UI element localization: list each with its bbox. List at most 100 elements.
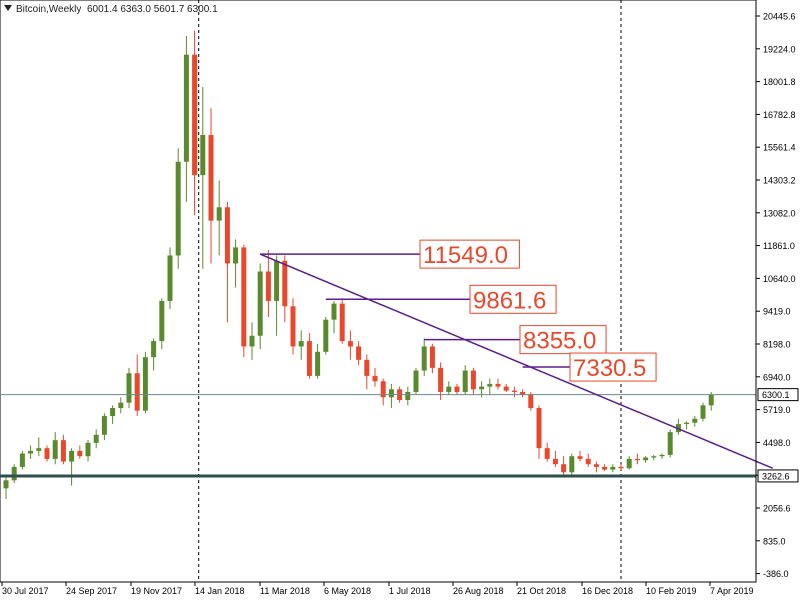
candle-body — [3, 480, 9, 489]
candle — [315, 343, 321, 379]
candle — [569, 453, 575, 478]
y-tick-label: 835.0 — [763, 536, 786, 546]
candle — [610, 464, 616, 473]
candle-body — [708, 394, 714, 406]
candle-body — [593, 464, 599, 467]
candle — [257, 263, 263, 350]
y-tick-label: 5719.0 — [763, 405, 791, 415]
candle-body — [183, 54, 189, 162]
candle-body — [684, 422, 690, 425]
x-tick-label: 1 Jul 2018 — [389, 586, 431, 596]
candle — [503, 383, 509, 392]
candle — [520, 389, 526, 398]
level-1: 9861.6 — [325, 284, 557, 314]
candle — [216, 180, 222, 256]
candle-body — [257, 271, 263, 336]
candle-body — [413, 370, 419, 392]
candle-body — [421, 346, 427, 371]
candle-body — [380, 381, 386, 398]
candle-body — [552, 458, 558, 465]
candle — [421, 338, 427, 376]
x-tick-label: 10 Feb 2019 — [646, 586, 697, 596]
candle — [626, 456, 632, 470]
candle-body — [224, 207, 230, 264]
candle — [28, 445, 34, 459]
candle-body — [692, 418, 698, 423]
candle — [241, 244, 247, 358]
candle — [183, 35, 189, 202]
candle — [85, 440, 91, 462]
candle — [249, 322, 255, 360]
candle-body — [700, 405, 706, 419]
y-tick-label: 14303.2 — [763, 176, 796, 186]
candle-body — [200, 134, 206, 176]
candle-body — [372, 375, 378, 382]
candle-body — [659, 454, 665, 457]
x-tick-label: 30 Jul 2017 — [2, 586, 49, 596]
support-price-tag-box — [757, 469, 799, 483]
candle-body — [151, 341, 157, 358]
y-tick-label: 11861.0 — [763, 241, 795, 251]
collapse-triangle-icon[interactable] — [4, 5, 12, 11]
x-tick-label: 26 Aug 2018 — [453, 586, 504, 596]
symbol-label: Bitcoin,Weekly — [16, 4, 82, 15]
plot-frame — [0, 0, 757, 583]
candle-body — [429, 346, 435, 368]
candle-body — [495, 383, 501, 387]
candle-body — [216, 207, 222, 221]
y-tick-label: 13082.0 — [763, 208, 796, 218]
candle-body — [110, 408, 116, 417]
candle-body — [11, 466, 17, 481]
candle — [552, 450, 558, 467]
candle-body — [487, 383, 493, 387]
candle-body — [241, 247, 247, 347]
y-tick-label: 4498.0 — [763, 438, 791, 448]
candle-body — [602, 466, 608, 470]
candle-body — [192, 54, 198, 176]
candle — [110, 405, 116, 425]
chart-title: Bitcoin,Weekly 6001.4 6363.0 5601.7 6300… — [4, 4, 218, 15]
level-label-box — [569, 352, 657, 382]
y-tick-label: 16782.8 — [763, 110, 796, 120]
candle-body — [364, 359, 370, 376]
candle-body — [175, 161, 181, 256]
candle — [684, 421, 690, 430]
candle-body — [618, 466, 624, 469]
candle-body — [265, 271, 271, 301]
candle — [364, 354, 370, 390]
current-price-tag-label: 6300.1 — [762, 390, 790, 400]
candle-body — [479, 386, 485, 390]
candle — [413, 367, 419, 395]
candle — [142, 351, 148, 414]
level-label-box — [519, 325, 607, 355]
level-label-box — [419, 239, 520, 269]
candle-body — [585, 458, 591, 465]
candle — [93, 429, 99, 449]
candle — [356, 341, 362, 366]
y-tick-label: -386.0 — [763, 569, 789, 579]
candle — [667, 429, 673, 458]
candle-body — [651, 456, 657, 458]
candle — [585, 453, 591, 467]
candle-body — [323, 319, 329, 352]
candle — [208, 108, 214, 264]
candle-body — [470, 370, 476, 390]
candle — [511, 386, 517, 398]
candle — [118, 397, 124, 414]
y-tick-label: 9419.0 — [763, 307, 791, 317]
candle-body — [126, 373, 132, 403]
candle-body — [544, 448, 550, 459]
candle — [700, 402, 706, 422]
level-3: 7330.5 — [522, 352, 657, 382]
candle-body — [274, 260, 280, 301]
candle — [282, 255, 288, 323]
candle-body — [405, 391, 411, 400]
y-tick-label: 8198.0 — [763, 340, 791, 350]
candle-body — [60, 440, 66, 462]
current-price-tag-box — [757, 388, 799, 402]
candle — [643, 456, 649, 463]
level-label-box — [469, 284, 557, 314]
candle-body — [577, 456, 583, 459]
candle-body — [438, 367, 444, 392]
